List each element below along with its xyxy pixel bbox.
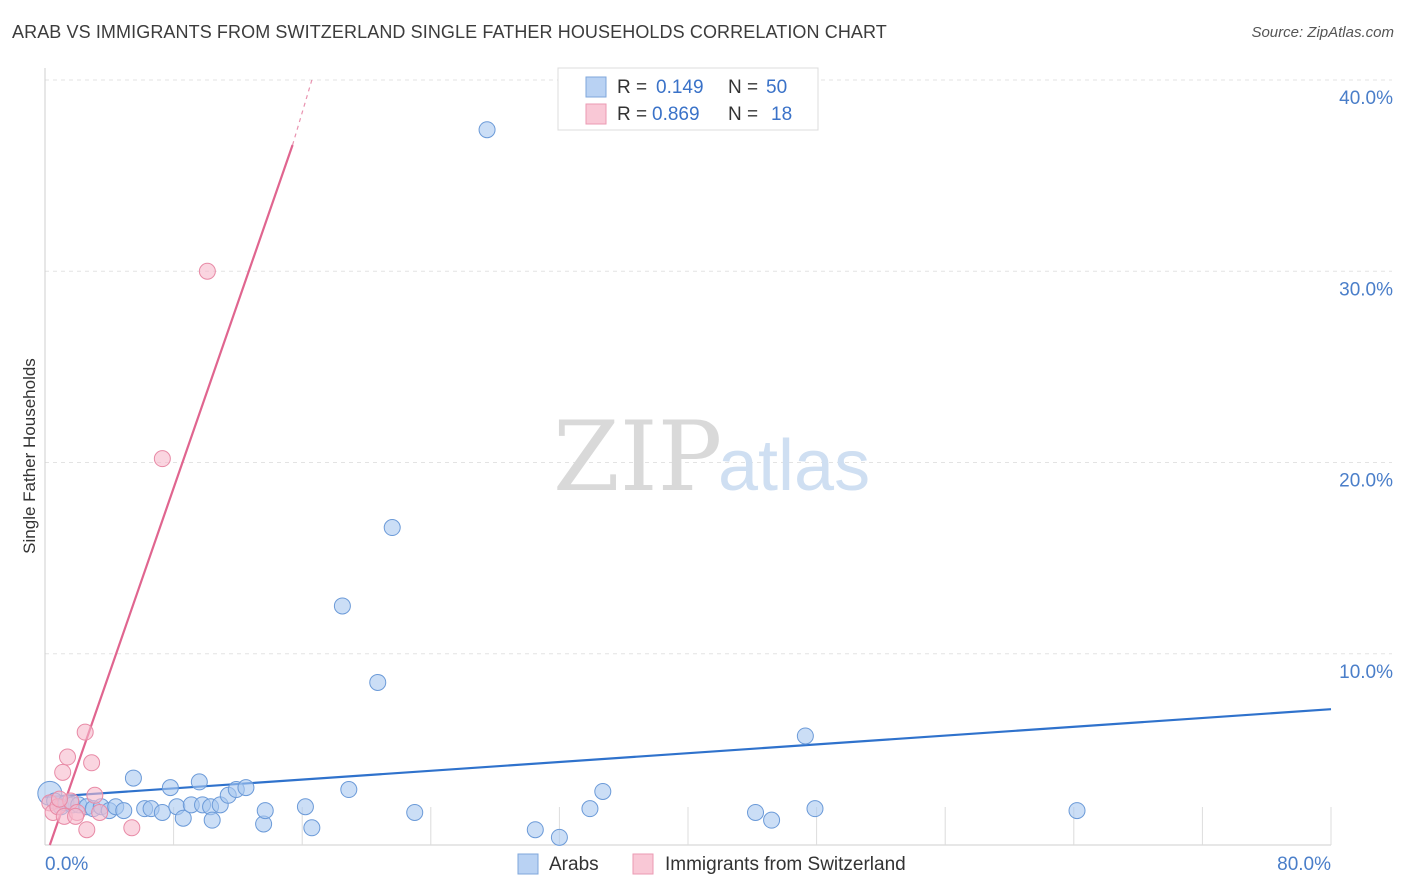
- point-switzerland: [123, 819, 141, 837]
- correlation-legend: R = 0.149 N = 50 R = 0.869 N = 18: [557, 67, 819, 131]
- legend-r-label-1: R =: [617, 77, 647, 98]
- point-arabs: [383, 519, 401, 537]
- point-arabs: [303, 819, 321, 837]
- x-tick-label: 0.0%: [45, 854, 88, 875]
- point-arabs: [203, 811, 221, 829]
- y-tick-label: 20.0%: [1339, 471, 1393, 492]
- point-arabs: [161, 779, 179, 797]
- chart-title: ARAB VS IMMIGRANTS FROM SWITZERLAND SING…: [12, 22, 887, 42]
- point-arabs: [153, 803, 171, 821]
- point-switzerland: [67, 807, 85, 825]
- y-axis-title: Single Father Households: [20, 358, 39, 554]
- point-arabs: [581, 800, 599, 818]
- point-arabs: [190, 773, 208, 791]
- point-arabs: [796, 727, 814, 745]
- trend-line-extension: [291, 79, 313, 146]
- point-arabs: [237, 779, 255, 797]
- legend-n-value-2: 18: [771, 104, 792, 125]
- point-switzerland: [153, 450, 171, 468]
- series-legend-label-switzerland: Immigrants from Switzerland: [665, 854, 906, 875]
- point-switzerland: [86, 786, 104, 804]
- point-arabs: [1068, 802, 1086, 820]
- y-tick-label: 40.0%: [1339, 88, 1393, 109]
- series-legend-swatch-arabs: [517, 853, 539, 875]
- watermark: ZIP atlas: [553, 401, 870, 513]
- watermark-zip: ZIP: [553, 401, 722, 513]
- watermark-atlas: atlas: [718, 426, 870, 506]
- y-tick-label: 10.0%: [1339, 662, 1393, 683]
- data-points: [37, 121, 1086, 846]
- point-arabs: [550, 828, 568, 846]
- point-arabs: [333, 597, 351, 615]
- point-arabs: [526, 821, 544, 839]
- point-arabs: [340, 781, 358, 799]
- point-switzerland: [78, 821, 96, 839]
- point-switzerland: [198, 262, 216, 280]
- source-credit: Source: ZipAtlas.com: [1251, 24, 1394, 41]
- grid-lines: [45, 79, 1392, 655]
- legend-swatch-pink: [585, 103, 607, 125]
- point-switzerland: [76, 723, 94, 741]
- legend-r-value-2: 0.869: [652, 104, 700, 125]
- trend-line-arabs: [44, 708, 1332, 799]
- legend-n-value-1: 50: [766, 77, 787, 98]
- legend-r-label-2: R =: [617, 104, 647, 125]
- point-arabs: [406, 803, 424, 821]
- point-switzerland: [54, 763, 72, 781]
- axes: [44, 68, 1332, 846]
- point-arabs: [806, 800, 824, 818]
- point-arabs: [747, 803, 765, 821]
- series-legend-swatch-switzerland: [632, 853, 654, 875]
- point-arabs: [174, 809, 192, 827]
- legend-swatch-blue: [585, 76, 607, 98]
- legend-r-value-1: 0.149: [656, 77, 704, 98]
- point-arabs: [115, 802, 133, 820]
- y-axis-ticks: 10.0% 20.0% 30.0% 40.0%: [1339, 88, 1393, 683]
- point-arabs: [763, 811, 781, 829]
- y-tick-label: 30.0%: [1339, 279, 1393, 300]
- x-tick-label: 80.0%: [1277, 854, 1331, 875]
- point-arabs: [478, 121, 496, 139]
- point-arabs: [594, 782, 612, 800]
- point-switzerland: [59, 748, 77, 766]
- point-switzerland: [50, 790, 68, 808]
- series-legend: Arabs Immigrants from Switzerland: [517, 853, 906, 875]
- legend-n-label-2: N =: [728, 104, 758, 125]
- x-axis-ticks: 0.0% 80.0%: [45, 854, 1331, 875]
- legend-n-label-1: N =: [728, 77, 758, 98]
- point-arabs: [296, 798, 314, 816]
- point-switzerland: [91, 803, 109, 821]
- point-arabs: [256, 802, 274, 820]
- series-legend-label-arabs: Arabs: [549, 854, 599, 875]
- point-switzerland: [83, 754, 101, 772]
- point-arabs: [124, 769, 142, 787]
- point-arabs: [369, 673, 387, 691]
